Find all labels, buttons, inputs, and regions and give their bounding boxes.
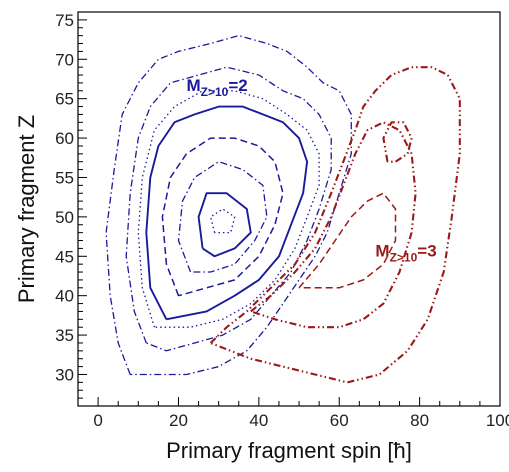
contour-line — [209, 208, 236, 234]
contour-line — [105, 34, 352, 376]
plot-frame — [77, 11, 501, 407]
x-axis-title: Primary fragment spin [ħ] — [166, 438, 412, 463]
contour-layer — [105, 34, 461, 384]
contour-line — [161, 137, 284, 297]
y-tick-label: 40 — [55, 287, 74, 306]
y-tick-label: 70 — [55, 50, 74, 69]
contour-line — [197, 192, 252, 258]
x-tick-label: 20 — [169, 411, 188, 430]
contour-line — [209, 66, 461, 384]
y-tick-label: 50 — [55, 208, 74, 227]
x-tick-label: 60 — [330, 411, 349, 430]
x-axis: 0 20 40 60 80 100 — [93, 397, 509, 430]
y-tick-label: 65 — [55, 90, 74, 109]
contour-line — [250, 121, 417, 329]
y-tick-label: 55 — [55, 168, 74, 187]
contour-line — [382, 121, 413, 163]
multiplicity-annotation: MZ>10=2 — [187, 76, 248, 99]
x-tick-label: 0 — [93, 411, 102, 430]
y-tick-label: 35 — [55, 326, 74, 345]
contour-line — [145, 105, 309, 321]
y-tick-label: 45 — [55, 247, 74, 266]
multiplicity-annotation: MZ>10=3 — [375, 241, 436, 264]
x-tick-label: 40 — [249, 411, 268, 430]
y-tick-label: 30 — [55, 365, 74, 384]
x-tick-label: 100 — [486, 411, 509, 430]
y-tick-label: 60 — [55, 129, 74, 148]
y-axis-title: Primary fragment Z — [14, 115, 39, 303]
contour-line — [125, 66, 332, 352]
annotations: MZ>10=2 MZ>10=3 — [187, 76, 437, 264]
x-tick-label: 80 — [410, 411, 429, 430]
contour-line — [298, 192, 397, 289]
y-axis: 30 35 40 45 50 55 60 65 70 75 — [55, 11, 87, 399]
y-tick-label: 75 — [55, 11, 74, 30]
